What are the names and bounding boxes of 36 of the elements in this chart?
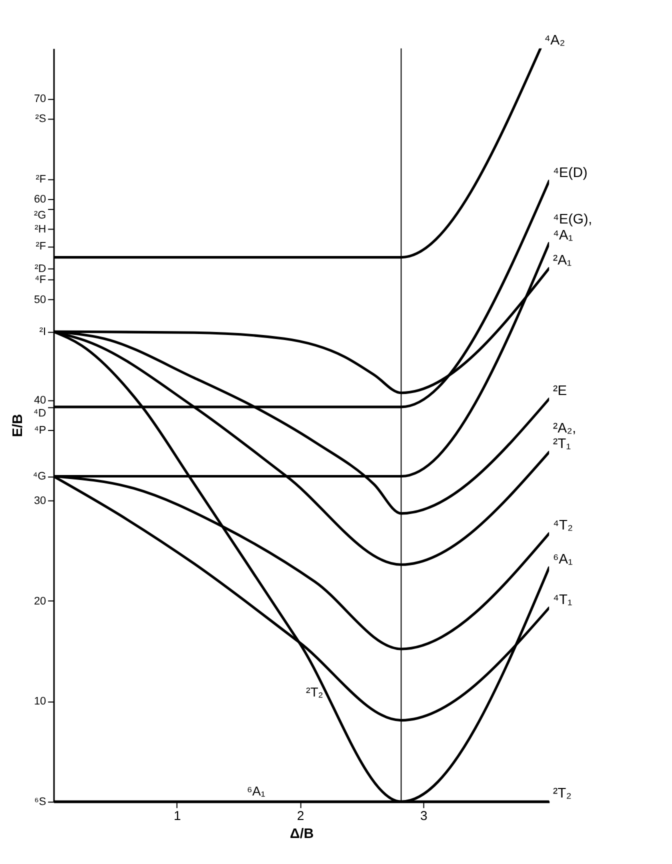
y-tick-label: ²S bbox=[35, 113, 46, 126]
y-tick-label: ⁴F bbox=[34, 274, 46, 286]
y-axis-title: E/B bbox=[9, 414, 26, 438]
y-tick-label: ²F bbox=[36, 240, 46, 253]
y-tick-label: ⁴P bbox=[34, 424, 46, 437]
y-tick-label: 30 bbox=[34, 494, 46, 507]
y-tick-label: 20 bbox=[34, 595, 46, 608]
y-tick-label: 10 bbox=[34, 696, 46, 708]
x-axis-title: Δ/B bbox=[290, 824, 314, 841]
y-tick-label: ²D bbox=[34, 262, 46, 275]
x-tick-label: 3 bbox=[420, 808, 428, 823]
series-label: ²E bbox=[553, 382, 567, 398]
text: ⁴E(G), ⁴A₁ bbox=[553, 210, 592, 242]
y-tick-label: 60 bbox=[34, 194, 46, 206]
series-label: ²A₁ bbox=[553, 251, 572, 268]
y-tick-label: ²I bbox=[39, 326, 46, 338]
y-tick-label: 40 bbox=[34, 394, 46, 406]
series-label: ⁴E(D) bbox=[553, 164, 588, 180]
annotation: ²T₂ bbox=[306, 684, 324, 700]
x-tick-label: 2 bbox=[296, 808, 304, 823]
y-tick-label: 70 bbox=[34, 93, 46, 106]
y-tick-label: ⁴G bbox=[32, 470, 46, 483]
text: ²A₂, ²T₁ bbox=[553, 419, 576, 452]
annotation: ⁶A₁ bbox=[247, 784, 266, 799]
series-label: ⁶A₁ bbox=[553, 550, 574, 567]
series-label: ⁴T₁ bbox=[553, 590, 572, 607]
y-tick-label: ⁴D bbox=[34, 407, 46, 420]
x-tick-label: 1 bbox=[174, 808, 181, 823]
y-tick-label: ²H bbox=[34, 224, 46, 236]
y-tick-label: ²G bbox=[34, 209, 46, 222]
y-tick-label: ²F bbox=[36, 173, 46, 186]
series-label: ⁴T₂ bbox=[553, 516, 573, 533]
series-label: ⁴A₂ bbox=[544, 31, 566, 48]
series-label: ²T₂ bbox=[553, 784, 572, 801]
y-tick-label: ⁶S bbox=[34, 796, 46, 808]
y-tick-label: 50 bbox=[34, 294, 46, 306]
